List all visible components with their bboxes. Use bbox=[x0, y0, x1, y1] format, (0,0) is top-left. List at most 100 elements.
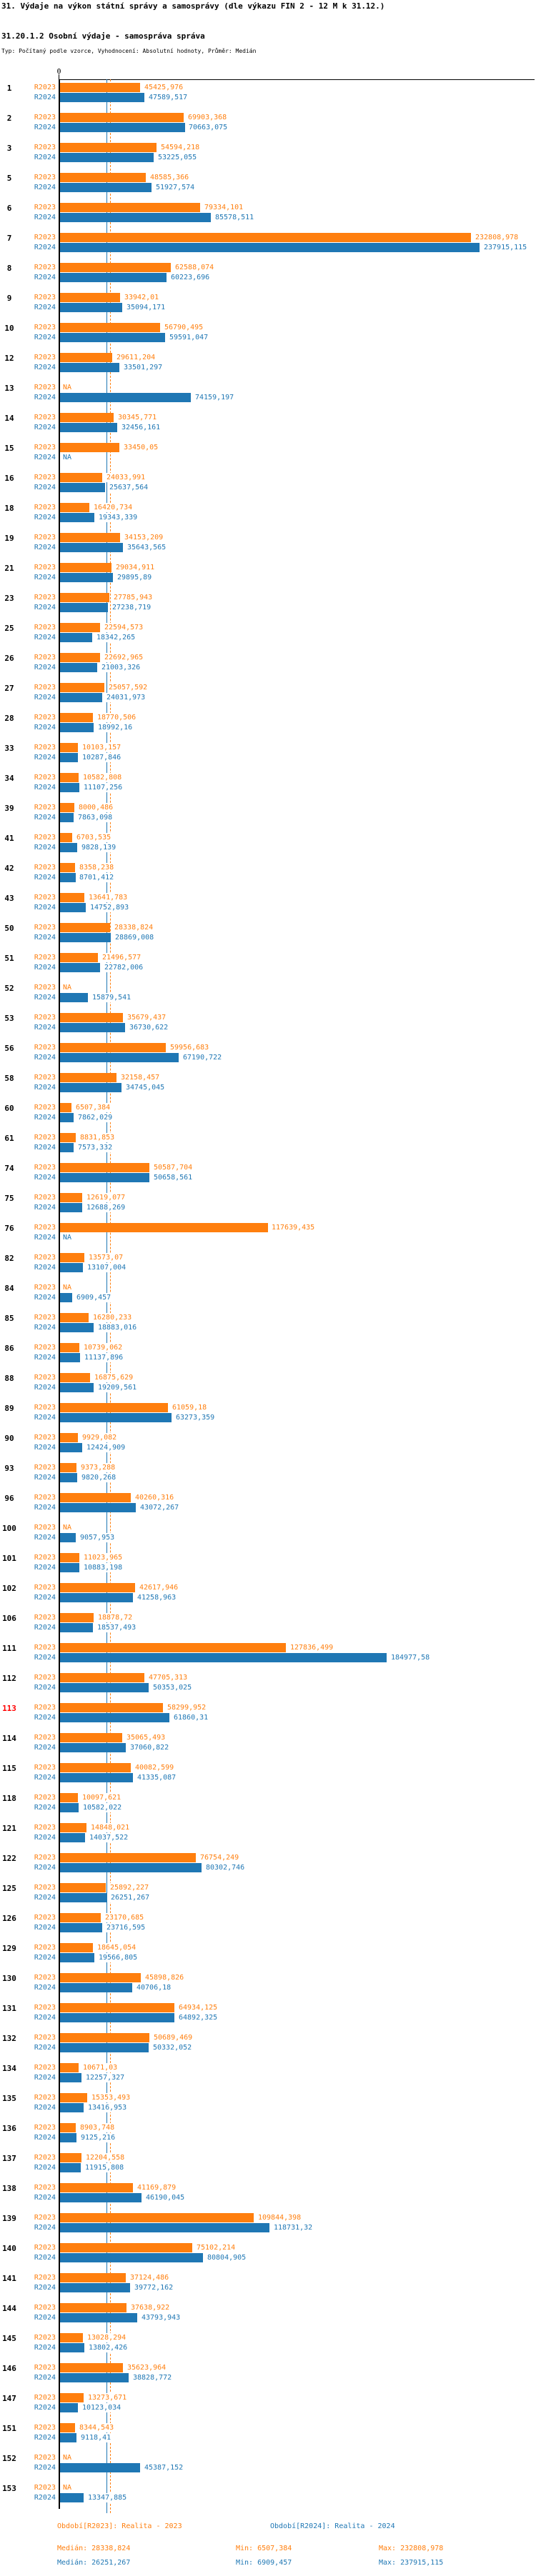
bar-r2023[interactable] bbox=[60, 863, 75, 872]
bar-r2023[interactable] bbox=[60, 2183, 133, 2192]
bar-r2024[interactable] bbox=[60, 1743, 126, 1752]
bar-r2023[interactable] bbox=[60, 953, 99, 962]
bar-r2024[interactable] bbox=[60, 1533, 76, 1542]
bar-r2024[interactable] bbox=[60, 2073, 82, 2082]
bar-r2024[interactable] bbox=[60, 663, 97, 672]
bar-r2023[interactable] bbox=[60, 2123, 76, 2132]
bar-r2024[interactable] bbox=[60, 1983, 132, 1992]
bar-r2024[interactable] bbox=[60, 2253, 203, 2262]
bar-r2023[interactable] bbox=[60, 803, 74, 812]
bar-r2023[interactable] bbox=[60, 683, 104, 692]
bar-r2024[interactable] bbox=[60, 693, 103, 702]
bar-r2024[interactable] bbox=[60, 813, 74, 822]
bar-r2023[interactable] bbox=[60, 1133, 76, 1142]
bar-r2023[interactable] bbox=[60, 1313, 89, 1322]
bar-r2024[interactable] bbox=[60, 1083, 121, 1092]
bar-r2024[interactable] bbox=[60, 1713, 169, 1722]
bar-r2024[interactable] bbox=[60, 543, 123, 552]
bar-r2024[interactable] bbox=[60, 2223, 270, 2232]
bar-r2023[interactable] bbox=[60, 2333, 84, 2342]
bar-r2023[interactable] bbox=[60, 893, 84, 902]
bar-r2023[interactable] bbox=[60, 1193, 83, 1202]
bar-r2023[interactable] bbox=[60, 1883, 106, 1892]
bar-r2024[interactable] bbox=[60, 393, 192, 402]
bar-r2024[interactable] bbox=[60, 1383, 94, 1392]
bar-r2023[interactable] bbox=[60, 2153, 82, 2162]
bar-r2024[interactable] bbox=[60, 1413, 172, 1422]
bar-r2023[interactable] bbox=[60, 173, 146, 182]
bar-r2024[interactable] bbox=[60, 1863, 202, 1872]
bar-r2023[interactable] bbox=[60, 143, 157, 152]
bar-r2023[interactable] bbox=[60, 2033, 150, 2042]
bar-r2023[interactable] bbox=[60, 2423, 75, 2432]
bar-r2024[interactable] bbox=[60, 1443, 82, 1452]
bar-r2023[interactable] bbox=[60, 2273, 126, 2282]
bar-r2024[interactable] bbox=[60, 2103, 84, 2112]
bar-r2024[interactable] bbox=[60, 1563, 79, 1572]
bar-r2023[interactable] bbox=[60, 2063, 79, 2072]
bar-r2024[interactable] bbox=[60, 1353, 80, 1362]
bar-r2024[interactable] bbox=[60, 873, 76, 882]
bar-r2024[interactable] bbox=[60, 603, 109, 612]
bar-r2024[interactable] bbox=[60, 2283, 131, 2292]
bar-r2024[interactable] bbox=[60, 423, 118, 432]
bar-r2024[interactable] bbox=[60, 1113, 74, 1122]
bar-r2023[interactable] bbox=[60, 1163, 149, 1172]
bar-r2023[interactable] bbox=[60, 83, 141, 92]
bar-r2023[interactable] bbox=[60, 1793, 78, 1802]
bar-r2023[interactable] bbox=[60, 1103, 72, 1112]
bar-r2024[interactable] bbox=[60, 1323, 94, 1332]
bar-r2024[interactable] bbox=[60, 2193, 142, 2202]
bar-r2024[interactable] bbox=[60, 903, 86, 912]
bar-r2023[interactable] bbox=[60, 2093, 87, 2102]
bar-r2023[interactable] bbox=[60, 443, 119, 452]
bar-r2023[interactable] bbox=[60, 2213, 254, 2222]
bar-r2024[interactable] bbox=[60, 1503, 137, 1512]
bar-r2024[interactable] bbox=[60, 333, 166, 342]
bar-r2023[interactable] bbox=[60, 1253, 84, 1262]
bar-r2024[interactable] bbox=[60, 993, 89, 1002]
bar-r2024[interactable] bbox=[60, 1053, 179, 1062]
bar-r2023[interactable] bbox=[60, 1613, 94, 1622]
bar-r2023[interactable] bbox=[60, 1433, 78, 1442]
bar-r2023[interactable] bbox=[60, 1493, 131, 1502]
bar-r2024[interactable] bbox=[60, 1473, 78, 1482]
bar-r2024[interactable] bbox=[60, 1773, 134, 1782]
bar-r2023[interactable] bbox=[60, 1643, 286, 1652]
bar-r2023[interactable] bbox=[60, 923, 110, 932]
bar-r2024[interactable] bbox=[60, 2493, 84, 2502]
bar-r2024[interactable] bbox=[60, 2463, 141, 2472]
bar-r2023[interactable] bbox=[60, 743, 78, 752]
bar-r2024[interactable] bbox=[60, 483, 106, 492]
bar-r2024[interactable] bbox=[60, 1803, 79, 1812]
bar-r2024[interactable] bbox=[60, 2343, 85, 2352]
bar-r2024[interactable] bbox=[60, 1173, 150, 1182]
bar-r2024[interactable] bbox=[60, 2373, 129, 2382]
bar-r2023[interactable] bbox=[60, 2243, 193, 2252]
bar-r2023[interactable] bbox=[60, 353, 113, 362]
bar-r2023[interactable] bbox=[60, 113, 184, 122]
bar-r2024[interactable] bbox=[60, 633, 93, 642]
bar-r2023[interactable] bbox=[60, 293, 120, 302]
bar-r2024[interactable] bbox=[60, 1263, 84, 1272]
bar-r2023[interactable] bbox=[60, 473, 103, 482]
bar-r2024[interactable] bbox=[60, 183, 152, 192]
bar-r2023[interactable] bbox=[60, 653, 100, 662]
bar-r2024[interactable] bbox=[60, 363, 119, 372]
bar-r2023[interactable] bbox=[60, 563, 111, 572]
bar-r2024[interactable] bbox=[60, 1953, 95, 1962]
bar-r2023[interactable] bbox=[60, 1733, 122, 1742]
bar-r2024[interactable] bbox=[60, 1923, 102, 1932]
bar-r2023[interactable] bbox=[60, 1043, 166, 1052]
bar-r2024[interactable] bbox=[60, 1683, 149, 1692]
bar-r2024[interactable] bbox=[60, 723, 94, 732]
bar-r2023[interactable] bbox=[60, 623, 100, 632]
bar-r2023[interactable] bbox=[60, 263, 171, 272]
bar-r2024[interactable] bbox=[60, 2433, 76, 2442]
bar-r2024[interactable] bbox=[60, 1833, 85, 1842]
bar-r2023[interactable] bbox=[60, 2363, 123, 2372]
bar-r2023[interactable] bbox=[60, 1073, 117, 1082]
bar-r2024[interactable] bbox=[60, 2133, 76, 2142]
bar-r2023[interactable] bbox=[60, 593, 109, 602]
bar-r2023[interactable] bbox=[60, 2393, 84, 2402]
